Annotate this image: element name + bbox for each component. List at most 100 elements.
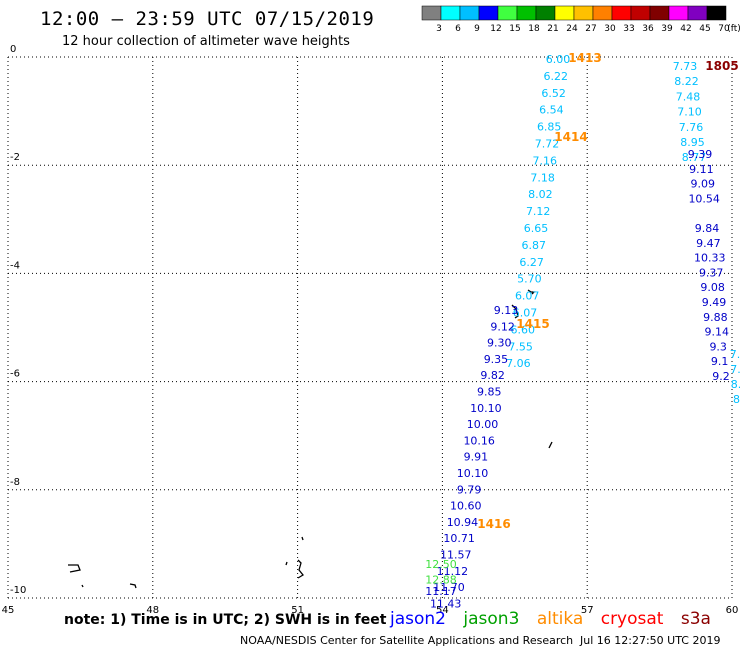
colorbar-label: 12 [490,24,501,34]
colorbar-swatch [478,5,499,21]
wave-height-value: 9.37 [699,266,724,279]
wave-height-value: 10.10 [457,467,489,480]
wave-height-value: 9.09 [691,178,716,191]
wave-height-value: 10.60 [450,500,482,513]
wave-height-value: 9.47 [696,237,721,250]
wave-height-value: 8.22 [674,75,699,88]
island-outline [301,536,304,541]
wave-height-value: 7.16 [533,154,558,167]
wave-height-value: 8. [731,378,740,391]
wave-height-value: 9.1 [711,355,729,368]
wave-height-value: 9.30 [487,337,512,350]
longitude-tick-label: 54 [436,605,449,616]
colorbar-label: 36 [642,24,654,34]
wave-height-value: 10.33 [694,252,726,265]
colorbar-swatch [573,5,594,21]
colorbar-swatch [592,5,613,21]
colorbar-label: 15 [509,24,520,34]
colorbar-label: 45 [699,24,710,34]
pass-number-label: 1415 [516,317,549,331]
colorbar-swatch [630,5,651,21]
pass-number-label: 1416 [477,517,510,531]
wave-height-value: 6.65 [524,222,549,235]
wave-height-value: 6.22 [544,70,569,83]
colorbar-label: 30 [604,24,616,34]
wave-height-value: 10.94 [447,516,479,529]
satellite-jason2: jason2 [390,609,446,629]
colorbar-label: 21 [547,24,558,34]
latitude-tick-label: -4 [10,260,20,271]
latitude-tick-label: -2 [10,152,20,163]
colorbar-label: 24 [566,24,578,34]
island-outline [129,583,137,589]
wave-height-value: 9.88 [703,311,728,324]
wave-height-value: 7.12 [526,205,551,218]
colorbar-swatch [535,5,556,21]
wave-height-value: 6.54 [539,104,564,117]
wave-height-value: 10.54 [688,192,720,205]
colorbar-label: 6 [455,24,461,34]
colorbar-swatch [421,5,442,21]
latitude-tick-label: 0 [10,44,16,55]
island-outline [81,584,84,588]
wave-height-value: 9.11 [689,163,714,176]
wave-height-value: 6.27 [519,256,544,269]
wave-height-value: 9.3 [709,340,727,353]
satellite-cryosat: cryosat [600,609,664,629]
wave-height-value: 8 [733,393,740,406]
pass-number-label: 1414 [554,130,587,144]
colorbar-swatch [649,5,670,21]
satellite-jason3: jason3 [463,609,520,629]
wave-height-value: 6.85 [537,121,562,134]
colorbar-label: 33 [623,24,634,34]
wave-height-value: 9.2 [712,370,730,383]
wave-height-value: 6.52 [541,87,566,100]
wave-height-value: 7. [730,348,740,361]
latitude-tick-label: -6 [10,369,20,380]
wave-height-value: 9.14 [705,326,730,339]
colorbar-label: 42 [680,24,691,34]
longitude-tick-label: 48 [146,605,159,616]
wave-height-value: 8.95 [680,136,705,149]
colorbar-swatch [497,5,518,21]
colorbar-swatch [440,5,461,21]
colorbar-swatch [516,5,537,21]
satellite-altika: altika [536,609,584,629]
wave-height-value: 5.70 [517,273,542,286]
wave-height-value: 9.12 [490,320,515,333]
colorbar-label: 27 [585,24,596,34]
latitude-tick-label: -10 [10,585,26,596]
wave-height-value: 7.06 [506,357,531,370]
island-outline [297,559,304,579]
island-outline [511,304,519,319]
colorbar-label: 70 [718,24,730,34]
wave-height-value: 11.12 [437,565,469,578]
map-title: 12:00 – 23:59 UTC 07/15/2019 [40,8,375,30]
island-outline [527,289,536,295]
colorbar-swatch [459,5,480,21]
wave-height-value: 6.07 [515,290,540,303]
map-subtitle: 12 hour collection of altimeter wave hei… [62,34,350,49]
wave-height-value: 11.17 [425,585,457,598]
wave-height-value: 7.55 [508,340,533,353]
wave-height-value: 8.77 [682,151,707,164]
satellite-legend: jason2 jason3 altika cryosat s3a [390,609,723,629]
wave-height-value: 9.49 [702,296,727,309]
colorbar-swatch [668,5,689,21]
colorbar-swatch [706,5,727,21]
longitude-tick-label: 45 [2,605,15,616]
wave-height-value: 7.72 [535,138,560,151]
longitude-tick-label: 60 [726,605,739,616]
wave-height-value: 9.35 [484,353,509,366]
wave-height-value: 11.70 [433,581,465,594]
credit-line: NOAA/NESDIS Center for Satellite Applica… [240,634,574,647]
island-outline [285,561,288,566]
wave-height-value: 9.82 [480,369,505,382]
latitude-tick-label: -8 [10,477,20,488]
wave-height-value: 9.13 [494,304,519,317]
wave-height-value: 6.00 [546,53,571,66]
wave-height-value: 9.84 [695,222,720,235]
wave-height-value: 9.08 [700,281,725,294]
